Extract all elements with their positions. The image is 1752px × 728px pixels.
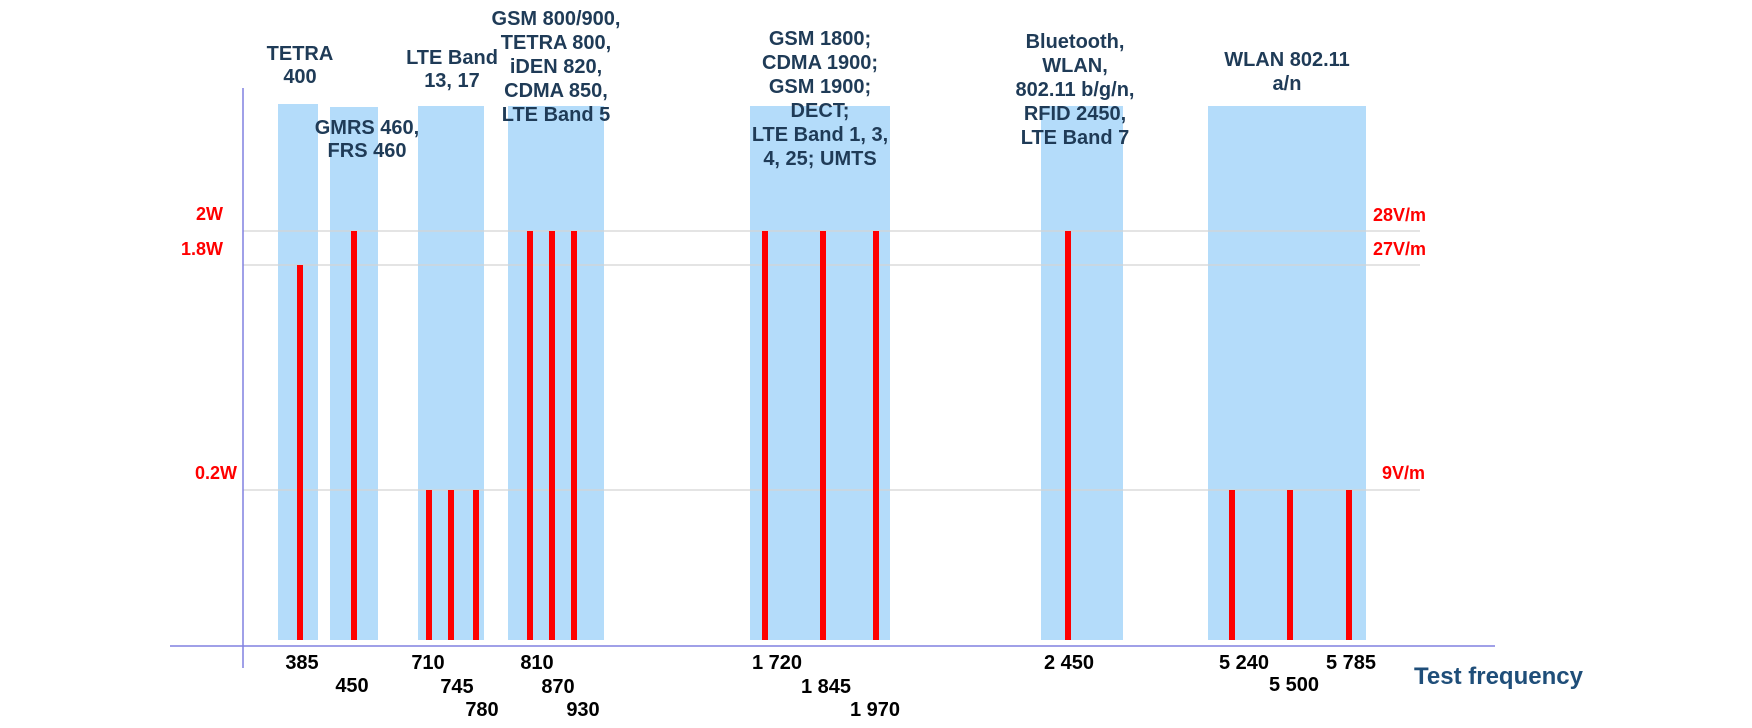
band-label-line: CDMA 850, — [504, 80, 608, 102]
frequency-tick-label: 1 845 — [801, 676, 851, 698]
band-label-line: 13, 17 — [424, 70, 480, 92]
band-area — [508, 106, 604, 640]
band-label-line: GMRS 460, — [315, 117, 419, 139]
power-level-label: 1.8W — [181, 239, 223, 259]
test-level-bar — [1065, 231, 1071, 640]
band-label: TETRA 400 — [267, 43, 334, 88]
frequency-tick-label: 5 785 — [1326, 652, 1376, 674]
band-label: Bluetooth, WLAN, 802.11 b/g/n, RFID 2450, LT… — [1016, 31, 1135, 149]
frequency-tick-label: 5 240 — [1219, 652, 1269, 674]
band-label-line: 802.11 b/g/n, — [1016, 79, 1135, 101]
band-label-line: LTE Band 7 — [1021, 127, 1130, 149]
field-level-label: 27V/m — [1373, 239, 1426, 259]
band-label-line: WLAN 802.11 — [1224, 49, 1350, 71]
band-label-line: LTE Band 5 — [502, 104, 611, 126]
band-label-line: WLAN, — [1042, 55, 1108, 77]
test-level-bar — [426, 490, 432, 640]
test-level-bar — [351, 231, 357, 640]
band-label-line: LTE Band 1, 3, — [752, 124, 888, 146]
level-labels: 2W 1.8W 0.2W 28V/m 27V/m 9V/m — [181, 204, 1426, 483]
band-label-line: TETRA 800, — [501, 32, 611, 54]
frequency-tick-label: 780 — [465, 699, 498, 721]
power-level-label: 2W — [196, 204, 223, 224]
band-label: WLAN 802.11 a/n — [1224, 49, 1350, 95]
band-label-line: CDMA 1900; — [762, 52, 878, 74]
test-level-bar — [762, 231, 768, 640]
frequency-tick-label: 870 — [541, 676, 574, 698]
frequency-tick-label: 930 — [566, 699, 599, 721]
x-axis-title: Test frequency — [1414, 663, 1584, 690]
field-level-label: 9V/m — [1382, 463, 1425, 483]
test-level-bar — [297, 265, 303, 640]
frequency-tick-label: 2 450 — [1044, 652, 1094, 674]
test-level-bar — [820, 231, 826, 640]
power-level-label: 0.2W — [195, 463, 237, 483]
test-level-bar — [571, 231, 577, 640]
band-label-line: GSM 800/900, — [492, 8, 621, 30]
band-label-line: FRS 460 — [328, 140, 407, 162]
field-level-label: 28V/m — [1373, 205, 1426, 225]
band-label-line: 400 — [283, 66, 316, 88]
test-level-bar — [448, 490, 454, 640]
test-level-bar — [549, 231, 555, 640]
band-label-line: Bluetooth, — [1026, 31, 1125, 53]
frequency-tick-label: 385 — [285, 652, 318, 674]
test-level-bar — [1287, 490, 1293, 640]
band-label-line: 4, 25; UMTS — [763, 148, 876, 170]
frequency-tick-label: 1 720 — [752, 652, 802, 674]
band-label-line: GSM 1900; — [769, 76, 871, 98]
level-gridlines — [243, 230, 1420, 491]
test-level-bar — [1346, 490, 1352, 640]
band-label-line: iDEN 820, — [510, 56, 602, 78]
test-level-bar — [1229, 490, 1235, 640]
band-label-line: DECT; — [791, 100, 850, 122]
test-level-bar — [473, 490, 479, 640]
frequency-tick-label: 710 — [411, 652, 444, 674]
band-label: GMRS 460, FRS 460 — [315, 117, 419, 162]
frequency-tick-label: 450 — [335, 675, 368, 697]
frequency-tick-label: 1 970 — [850, 699, 900, 721]
band-label: GSM 800/900, TETRA 800, iDEN 820, CDMA 850,… — [492, 8, 621, 126]
test-level-bar — [527, 231, 533, 640]
band-label-line: RFID 2450, — [1024, 103, 1126, 125]
frequency-tick-label: 745 — [440, 676, 473, 698]
band-label-line: a/n — [1273, 73, 1302, 95]
test-level-bar — [873, 231, 879, 640]
test-level-bars — [297, 231, 1352, 640]
band-label: LTE Band 13, 17 — [406, 47, 498, 92]
band-label: GSM 1800; CDMA 1900; GSM 1900; DECT; LTE Ban… — [752, 28, 888, 170]
frequency-tick-label: 5 500 — [1269, 674, 1319, 696]
band-label-line: LTE Band — [406, 47, 498, 69]
frequency-tick-label: 810 — [520, 652, 553, 674]
axes — [170, 88, 1495, 668]
band-label-line: TETRA — [267, 43, 334, 65]
band-area — [1041, 106, 1123, 640]
band-label-line: GSM 1800; — [769, 28, 871, 50]
